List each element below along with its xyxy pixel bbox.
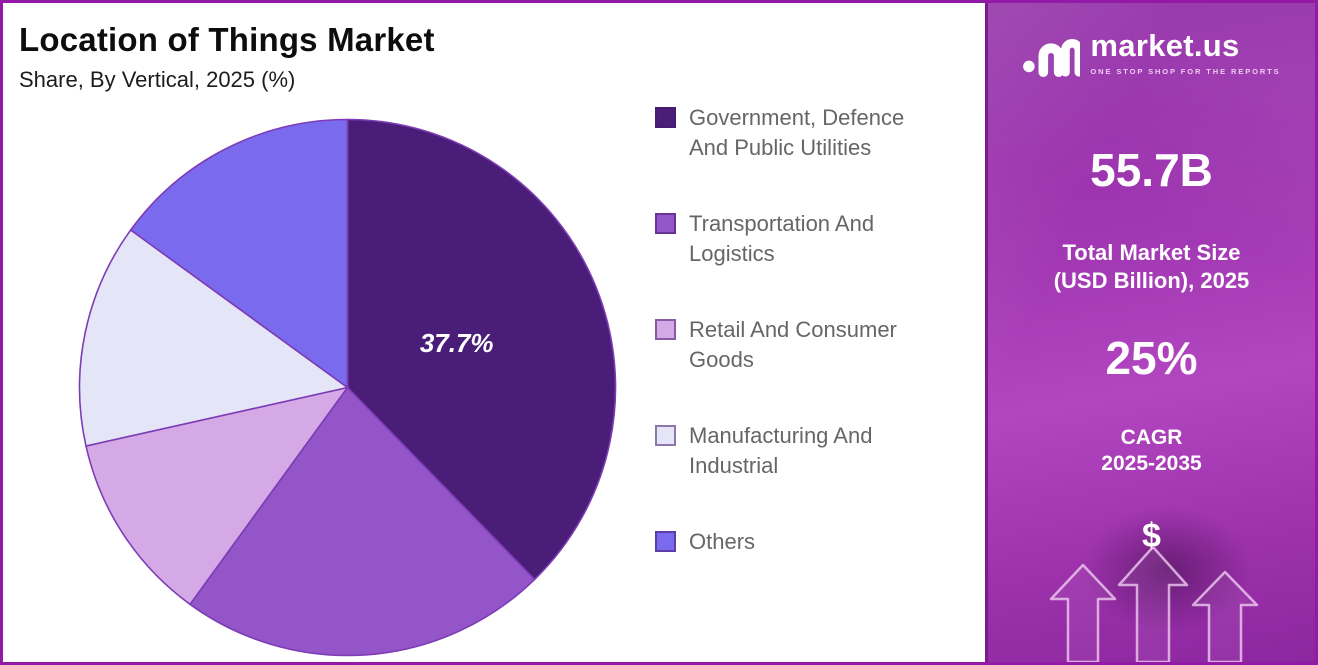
legend-label: Retail And Consumer Goods (689, 317, 897, 372)
growth-arrows-icon (1049, 547, 1259, 662)
legend: Government, Defence And Public Utilities… (655, 103, 955, 557)
dollar-icon: $ (1142, 517, 1161, 555)
legend-item: Transportation And Logistics (655, 209, 955, 269)
chart-subtitle: Share, By Vertical, 2025 (%) (19, 67, 296, 92)
legend-label: Others (689, 529, 756, 554)
legend-label: Transportation And Logistics (689, 211, 875, 266)
cagr-label: CAGR 2025-2035 (1101, 425, 1201, 477)
legend-swatch (655, 107, 676, 128)
cagr-label-line1: CAGR (1120, 426, 1183, 449)
pie-slice-3 (85, 386, 350, 606)
page-title: Location of Things Market (19, 21, 435, 58)
legend-swatch (655, 319, 676, 340)
market-size-value: 55.7B (1090, 144, 1213, 196)
logo-tagline: ONE STOP SHOP FOR THE REPORTS (1090, 67, 1281, 76)
pie-slice-1 (346, 118, 617, 581)
legend-label: Manufacturing And Industrial (689, 423, 873, 478)
pie-slice-4 (78, 228, 350, 447)
market-size-label: Total Market Size (USD Billion), 2025 (1054, 239, 1250, 295)
pie-chart: 37.7% (78, 118, 617, 657)
logo-text: market.us (1090, 28, 1240, 63)
chart-area: Location of Things Market Share, By Vert… (3, 3, 985, 662)
legend-swatch (655, 425, 676, 446)
legend-item: Government, Defence And Public Utilities (655, 103, 955, 163)
chart-header: Location of Things Market Share, By Vert… (19, 21, 435, 93)
market-size-label-line1: Total Market Size (1062, 240, 1241, 265)
pie-slice-2 (188, 386, 536, 657)
market-size-label-line2: (USD Billion), 2025 (1053, 268, 1250, 293)
legend-item: Manufacturing And Industrial (655, 421, 955, 481)
legend-swatch (655, 531, 676, 552)
legend-item: Retail And Consumer Goods (655, 315, 955, 375)
legend-label: Government, Defence And Public Utilities (689, 105, 905, 160)
legend-swatch (655, 213, 676, 234)
pie-data-label: 37.7% (420, 328, 494, 358)
marketus-logo-icon (1023, 39, 1081, 77)
brand-sidebar: market.us ONE STOP SHOP FOR THE REPORTS … (985, 3, 1315, 662)
cagr-value: 25% (1105, 332, 1198, 384)
legend-item: Others (655, 527, 955, 557)
logo-text-block: market.us ONE STOP SHOP FOR THE REPORTS (1090, 28, 1280, 76)
cagr-label-line2: 2025-2035 (1101, 452, 1202, 475)
marketus-logo: market.us ONE STOP SHOP FOR THE REPORTS (1022, 27, 1280, 77)
pie-slice-5 (129, 118, 349, 390)
